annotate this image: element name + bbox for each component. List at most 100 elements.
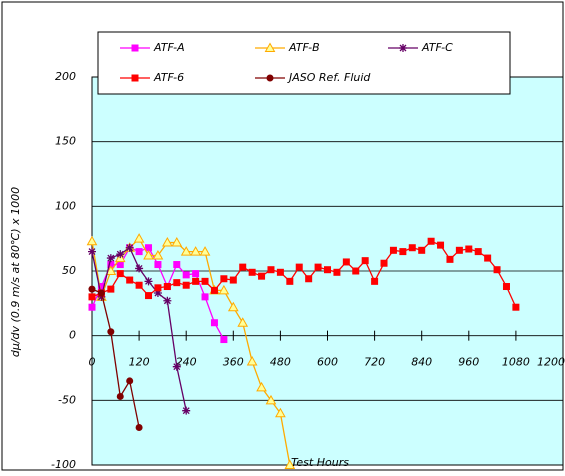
marker	[125, 243, 134, 252]
marker	[105, 265, 117, 275]
marker	[182, 271, 190, 279]
marker	[389, 246, 397, 254]
marker	[512, 303, 520, 311]
marker	[153, 288, 162, 297]
marker	[116, 270, 124, 278]
marker	[380, 259, 388, 267]
x-tick-label: 600	[317, 356, 338, 369]
marker	[352, 267, 360, 275]
marker	[275, 407, 286, 418]
marker	[446, 255, 454, 263]
marker	[218, 284, 230, 295]
marker	[418, 246, 426, 254]
marker	[145, 292, 153, 300]
marker	[145, 244, 153, 252]
marker	[163, 296, 172, 305]
marker	[314, 263, 322, 271]
y-tick-label: 150	[55, 135, 76, 148]
x-axis-title: Test Hours	[291, 456, 349, 469]
marker	[173, 261, 181, 269]
marker	[106, 254, 115, 263]
marker	[162, 237, 173, 247]
series	[88, 237, 520, 311]
marker	[173, 279, 181, 287]
y-tick-label: -50	[58, 393, 76, 406]
x-tick-label: 0	[89, 356, 96, 369]
marker	[126, 377, 134, 385]
marker	[210, 319, 218, 327]
series-line	[91, 240, 517, 308]
marker	[427, 237, 435, 245]
legend-label: JASO Ref. Fluid	[287, 71, 371, 84]
marker	[408, 244, 416, 252]
x-tick-label: 720	[364, 356, 385, 369]
marker	[135, 423, 143, 431]
marker	[210, 286, 218, 294]
marker	[86, 235, 98, 246]
marker	[88, 285, 96, 293]
marker	[172, 362, 181, 371]
marker	[465, 245, 473, 253]
marker	[227, 301, 239, 312]
x-tick-label: 120	[129, 356, 150, 369]
marker	[97, 292, 106, 301]
marker	[192, 277, 200, 285]
legend-label: ATF-6	[153, 71, 184, 84]
x-tick-label: 1080	[502, 356, 530, 369]
plot-area: -100 -50 0 50 100 150 200 0 120 240 360 480 600 720 84…	[51, 70, 565, 471]
legend-label: ATF-B	[288, 41, 320, 54]
marker	[107, 328, 115, 336]
marker	[266, 74, 274, 82]
marker	[199, 246, 211, 256]
marker	[286, 277, 294, 285]
x-tick-label: 240	[176, 356, 197, 369]
marker	[126, 276, 134, 284]
marker	[135, 248, 143, 256]
x-tick-label: 960	[458, 356, 479, 369]
x-tick-label: 840	[411, 356, 432, 369]
marker	[154, 261, 162, 269]
marker	[192, 270, 200, 278]
marker	[342, 258, 350, 266]
marker	[264, 42, 276, 52]
marker	[171, 237, 183, 247]
x-tick-label: 480	[270, 356, 291, 369]
marker	[324, 266, 331, 274]
marker	[116, 261, 124, 269]
marker	[116, 392, 124, 400]
marker	[107, 285, 115, 293]
marker	[220, 275, 228, 283]
marker	[484, 254, 492, 262]
legend: ATF-A ATF-B ATF-C ATF-6 JASO Ref. Fluid	[97, 31, 511, 95]
marker	[135, 264, 144, 273]
marker	[493, 266, 501, 274]
marker	[229, 276, 237, 284]
marker	[399, 44, 407, 52]
marker	[97, 283, 105, 291]
y-tick-label: 100	[55, 199, 76, 212]
marker	[180, 246, 192, 256]
series	[88, 285, 143, 431]
marker	[135, 281, 143, 289]
legend-label: ATF-C	[421, 41, 453, 54]
y-tick-label: 0	[69, 329, 76, 342]
y-tick-label: 200	[55, 70, 76, 83]
y-tick-label: -100	[51, 458, 76, 471]
marker	[152, 249, 164, 260]
marker	[258, 272, 266, 280]
marker	[116, 250, 125, 259]
marker	[131, 44, 139, 52]
x-tick-label: 360	[223, 356, 244, 369]
marker	[305, 275, 313, 283]
y-axis-title: dμ/dv (0.9 m/s at 80℃) x 1000	[9, 187, 22, 357]
marker	[190, 246, 201, 256]
marker	[88, 293, 96, 301]
marker	[144, 277, 153, 286]
marker	[295, 263, 303, 271]
legend-box	[97, 31, 511, 95]
marker	[474, 248, 482, 256]
marker	[220, 336, 228, 344]
marker	[361, 257, 369, 265]
